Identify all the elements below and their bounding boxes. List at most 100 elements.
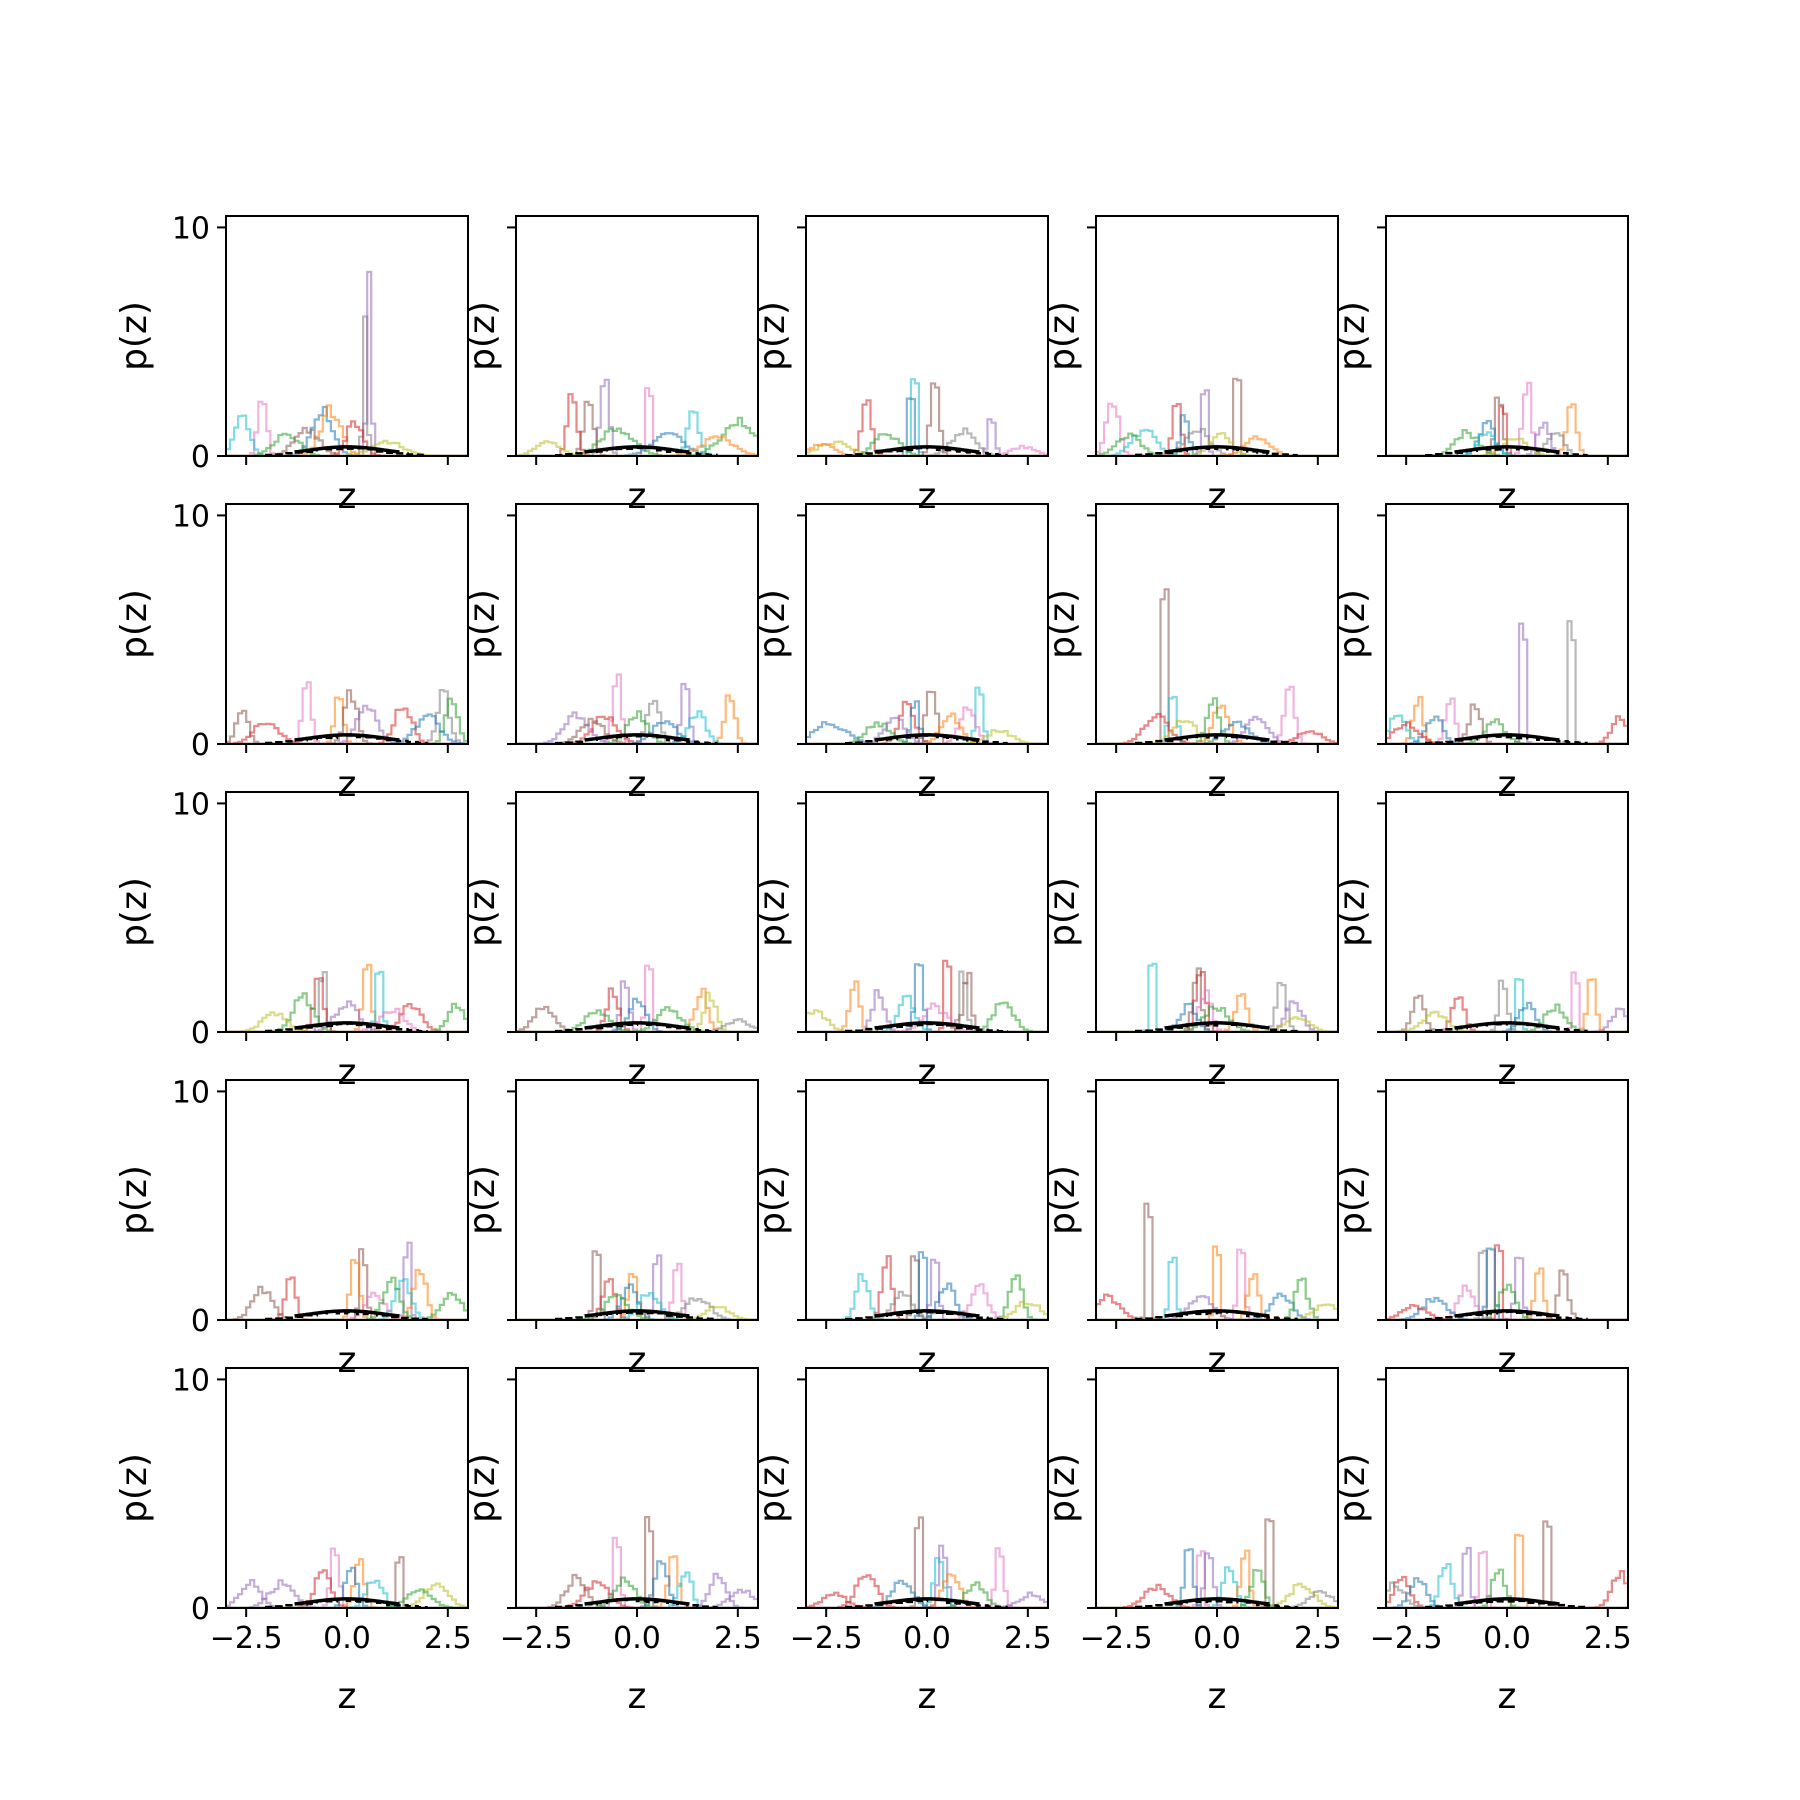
plot-area [516, 673, 758, 744]
histogram-series [1096, 402, 1338, 456]
histogram-series [516, 1305, 758, 1320]
histogram-series [226, 697, 468, 744]
histogram-series [226, 420, 468, 456]
histogram-series [1386, 715, 1628, 744]
subplot-r3-c3: z p(z) [752, 791, 1049, 1093]
axes-frame [515, 791, 759, 1033]
histogram-series [226, 1000, 468, 1032]
histogram-series [806, 963, 1048, 1032]
y-tick-label: 10 [172, 499, 210, 534]
subplot-r1-c1: 0 10 z p(z) [114, 211, 469, 517]
normal-pdf-curve [584, 1021, 690, 1030]
histogram-series [1096, 989, 1338, 1032]
histogram-series [226, 1547, 468, 1608]
histogram-series [226, 1566, 468, 1608]
histogram-series [516, 1576, 758, 1608]
plot-area [1386, 381, 1628, 456]
x-axis-label: z [918, 1340, 937, 1381]
subplot-r2-c5: z p(z) [1332, 503, 1629, 805]
histogram-series [226, 1259, 468, 1320]
histogram-series [226, 400, 468, 456]
y-axis-label: p(z) [752, 877, 793, 947]
histogram-series [226, 405, 468, 456]
histogram-series [1096, 1566, 1338, 1608]
plot-area [1386, 971, 1628, 1032]
y-axis-label: p(z) [752, 1453, 793, 1523]
subplot-r5-c3: −2.5 0.0 2.5 z p(z) [752, 1367, 1052, 1717]
histogram-series [1096, 1005, 1338, 1032]
histogram-series [806, 382, 1048, 456]
axes-frame [515, 1367, 759, 1609]
plot-area [806, 378, 1048, 456]
x-axis-label: z [338, 1052, 357, 1093]
axes-frame [1095, 1367, 1339, 1609]
y-axis-label: p(z) [114, 1165, 155, 1235]
plot-area [226, 681, 468, 744]
histogram-series [1096, 712, 1338, 744]
histogram-series [1096, 1292, 1338, 1320]
histogram-series [1096, 1202, 1338, 1320]
histogram-series [516, 710, 758, 744]
histogram-series [806, 1516, 1048, 1608]
histogram-series [226, 1268, 468, 1320]
x-tick-label: −2.5 [1370, 1621, 1443, 1656]
subplot-r1-c4: z p(z) [1042, 215, 1339, 517]
histogram-series [806, 1579, 1048, 1608]
y-tick-label: 0 [191, 1304, 210, 1339]
x-axis-label: z [338, 476, 357, 517]
histogram-series [516, 710, 758, 744]
x-tick-label: −2.5 [1080, 1621, 1153, 1656]
plot-area [516, 1516, 758, 1608]
histogram-series [226, 963, 468, 1032]
normal-pdf-curve [584, 445, 690, 454]
y-axis-label: p(z) [114, 877, 155, 947]
normal-pdf-curve [1164, 1021, 1270, 1030]
y-axis-label: p(z) [752, 301, 793, 371]
y-axis-label: p(z) [752, 589, 793, 659]
subplot-r1-c5: z p(z) [1332, 215, 1629, 517]
x-axis-label: z [918, 1676, 937, 1717]
histogram-series [226, 1002, 468, 1032]
x-axis-label: z [1498, 1340, 1517, 1381]
normal-pdf-curve [294, 1597, 400, 1606]
x-axis-label: z [1208, 1052, 1227, 1093]
histogram-series [1096, 1582, 1338, 1608]
x-axis-label: z [628, 1676, 647, 1717]
normal-pdf-curve [874, 733, 980, 742]
histogram-series [1096, 704, 1338, 744]
histogram-series [806, 1544, 1048, 1608]
axes-frame [1385, 1367, 1629, 1609]
histogram-series [806, 1290, 1048, 1320]
y-axis-label: p(z) [1332, 589, 1373, 659]
y-tick-label: 10 [172, 211, 210, 246]
x-axis-label: z [628, 1340, 647, 1381]
histogram-series [516, 1006, 758, 1032]
histogram-series [1386, 1001, 1628, 1032]
histogram-series [806, 443, 1048, 456]
histogram-series [806, 1001, 1048, 1032]
subplot-r4-c4: z p(z) [1042, 1079, 1339, 1381]
histogram-series [516, 1294, 758, 1320]
y-axis-label: p(z) [1332, 1165, 1373, 1235]
x-axis-label: z [1498, 764, 1517, 805]
normal-pdf-curve [1164, 1597, 1270, 1606]
y-axis-label: p(z) [114, 1453, 155, 1523]
x-axis-label: z [1208, 764, 1227, 805]
histogram-series [1386, 978, 1628, 1032]
normal-pdf-curve [1454, 445, 1560, 454]
histogram-series [516, 997, 758, 1032]
histogram-series [1386, 1283, 1628, 1320]
normal-pdf-curve [294, 1021, 400, 1030]
histogram-series [1096, 1590, 1338, 1608]
histogram-series [1096, 1245, 1338, 1320]
y-axis-label: p(z) [462, 1165, 503, 1235]
reference-histogram [1135, 1310, 1298, 1320]
axes-frame [225, 791, 469, 1033]
normal-pdf-curve [1164, 733, 1270, 742]
histogram-series [1096, 1002, 1338, 1032]
plot-area [806, 686, 1048, 744]
histogram-series [1386, 405, 1628, 456]
histogram-series [516, 416, 758, 456]
axes-frame [1095, 1079, 1339, 1321]
